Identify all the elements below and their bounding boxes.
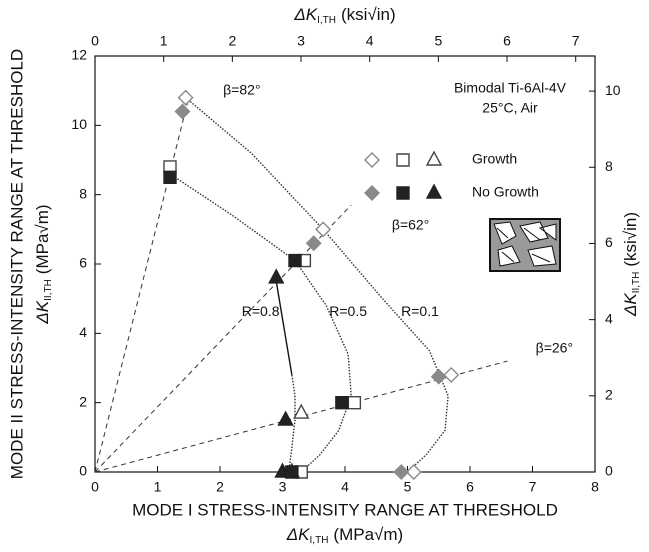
y-tick-label: 4 — [79, 324, 87, 340]
y2-tick-label: 8 — [605, 158, 613, 174]
symbol: ΔK — [33, 300, 52, 324]
reference-label: β=26° — [536, 340, 573, 356]
y2-tick-label: 4 — [605, 310, 613, 326]
legend-label: Growth — [472, 151, 517, 167]
x-axis-symbol: ΔKI,TH (MPa√m) — [286, 525, 403, 545]
curve-label: R=0.1 — [401, 303, 439, 319]
r-curve — [276, 281, 292, 375]
x2-axis-title: ΔKI,TH (ksi√in) — [293, 5, 395, 25]
x2-tick-label: 1 — [160, 33, 168, 49]
y2-tick-label: 2 — [605, 387, 613, 403]
x-tick-label: 8 — [591, 479, 599, 495]
x2-tick-label: 7 — [572, 33, 580, 49]
marker — [279, 412, 293, 425]
x-tick-label: 3 — [279, 479, 287, 495]
y-tick-label: 0 — [79, 463, 87, 479]
subscript: II,TH — [43, 279, 54, 301]
marker — [269, 270, 283, 283]
x2-tick-label: 6 — [503, 33, 511, 49]
annotation: 25°C, Air — [482, 100, 538, 116]
curve-label: R=0.8 — [242, 303, 280, 319]
y2-tick-label: 6 — [605, 234, 613, 250]
x-tick-label: 2 — [216, 479, 224, 495]
legend-label: No Growth — [472, 184, 539, 200]
x-tick-label: 7 — [529, 479, 537, 495]
marker — [294, 405, 308, 418]
legend-marker — [365, 153, 379, 167]
unit: (ksi√in) — [341, 5, 396, 24]
symbol: ΔK — [621, 293, 640, 317]
x-tick-label: 4 — [341, 479, 349, 495]
annotation: Bimodal Ti-6Al-4V — [454, 80, 567, 96]
x2-tick-label: 4 — [366, 33, 374, 49]
marker — [348, 397, 360, 409]
legend-marker — [365, 186, 379, 200]
y-tick-label: 10 — [71, 116, 87, 132]
y-axis-symbol: ΔKII,TH (MPa√m) — [33, 204, 53, 324]
legend-marker — [397, 187, 409, 199]
unit: (ksi√in) — [621, 212, 640, 267]
subscript: II,TH — [631, 272, 642, 294]
reference-label: β=62° — [392, 217, 429, 233]
y-tick-label: 8 — [79, 185, 87, 201]
marker — [336, 397, 348, 409]
symbol: ΔK — [293, 5, 317, 24]
y-axis-title: MODE II STRESS-INTENSITY RANGE AT THRESH… — [7, 49, 26, 479]
reference-label: β=82° — [223, 81, 260, 97]
microstructure-icon — [490, 219, 560, 271]
y2-axis-title: ΔKII,TH (ksi√in) — [621, 212, 641, 317]
reference-line — [95, 98, 189, 472]
legend-marker — [397, 154, 409, 166]
marker — [432, 370, 446, 384]
subscript: I,TH — [310, 535, 329, 546]
symbol: ΔK — [286, 525, 310, 544]
y-tick-label: 6 — [79, 255, 87, 271]
legend-marker — [427, 152, 441, 165]
marker — [176, 104, 190, 118]
marker — [307, 236, 321, 250]
x2-tick-label: 0 — [91, 33, 99, 49]
x-tick-label: 5 — [404, 479, 412, 495]
legend-marker — [427, 185, 441, 198]
x2-tick-label: 5 — [434, 33, 442, 49]
x2-tick-label: 3 — [297, 33, 305, 49]
y-tick-label: 12 — [71, 47, 87, 63]
y2-tick-label: 0 — [605, 463, 613, 479]
marker — [164, 171, 176, 183]
y-tick-label: 2 — [79, 393, 87, 409]
x-tick-label: 0 — [91, 479, 99, 495]
unit: (MPa√m) — [333, 525, 403, 544]
y2-tick-label: 10 — [605, 82, 621, 98]
marker — [394, 465, 408, 479]
curve-label: R=0.5 — [329, 303, 367, 319]
x2-tick-label: 2 — [228, 33, 236, 49]
x-tick-label: 1 — [154, 479, 162, 495]
unit: (MPa√m) — [33, 204, 52, 274]
chart: MODE I STRESS-INTENSITY RANGE AT THRESHO… — [0, 0, 649, 552]
subscript: I,TH — [317, 15, 336, 26]
x-axis-title: MODE I STRESS-INTENSITY RANGE AT THRESHO… — [132, 500, 558, 519]
x-tick-label: 6 — [466, 479, 474, 495]
marker — [444, 368, 458, 382]
marker — [289, 255, 301, 267]
